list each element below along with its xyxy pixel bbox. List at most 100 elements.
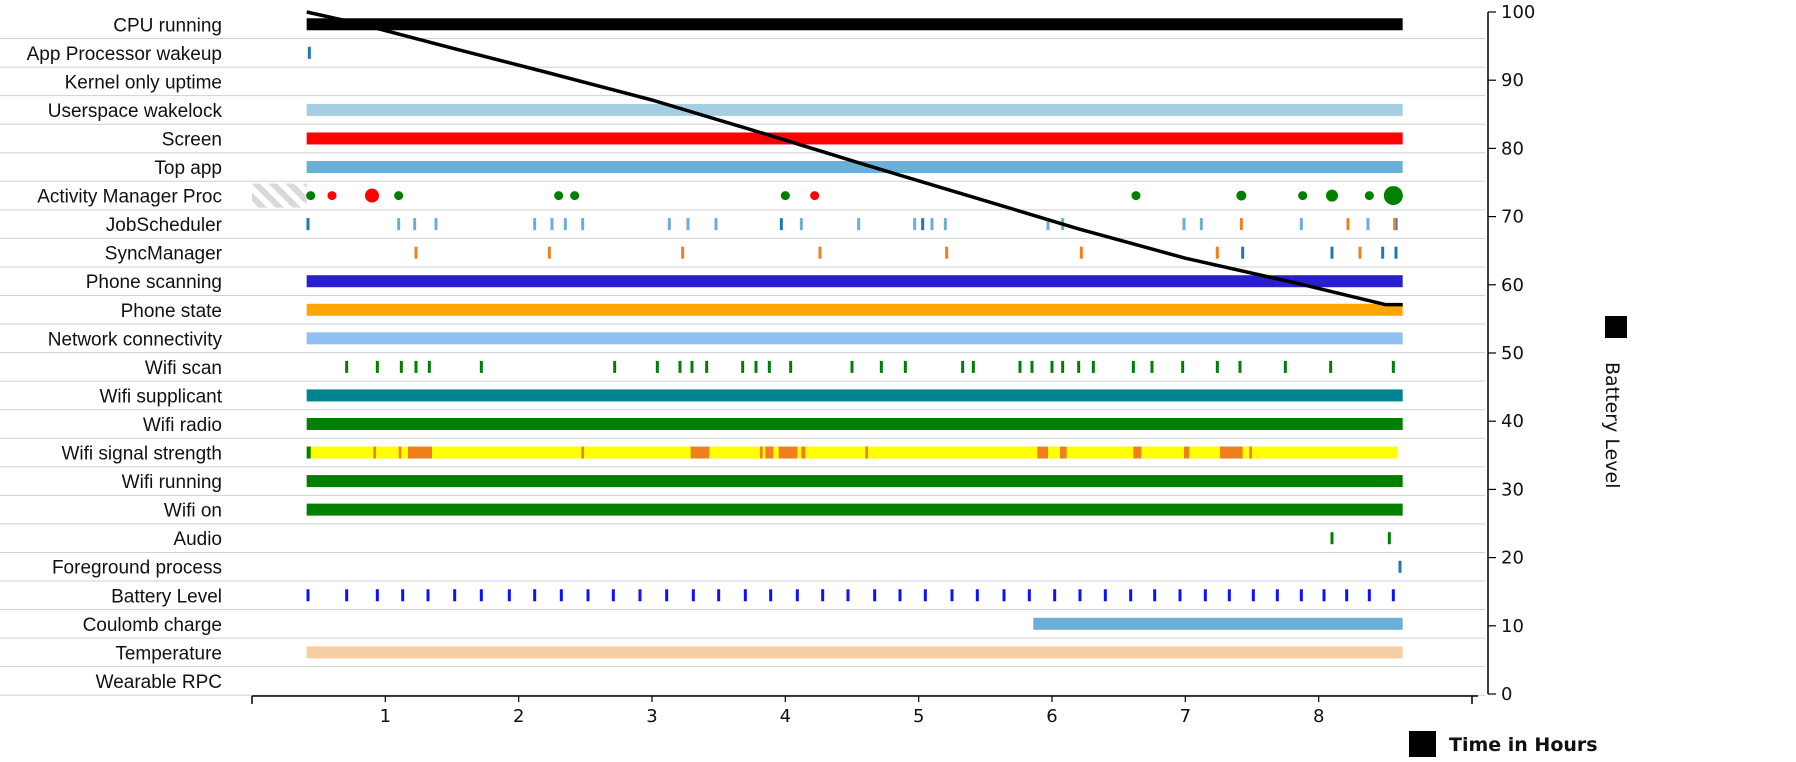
event-tick xyxy=(533,218,537,231)
event-tick xyxy=(1150,360,1154,373)
event-tick xyxy=(1131,360,1135,373)
event-tick xyxy=(1398,560,1402,573)
event-tick xyxy=(667,218,671,231)
event-tick xyxy=(705,360,709,373)
row-label: Foreground process xyxy=(52,558,222,579)
event-tick xyxy=(1329,360,1333,373)
event-tick xyxy=(741,360,745,373)
event-tick xyxy=(903,360,907,373)
signal-segment xyxy=(373,446,376,459)
signal-segment xyxy=(1060,446,1067,459)
timeline-bar xyxy=(306,646,1403,659)
event-tick xyxy=(1061,360,1065,373)
event-tick xyxy=(913,218,917,231)
row-label: Wifi signal strength xyxy=(61,444,222,465)
row-label: Network connectivity xyxy=(48,329,223,350)
event-tick xyxy=(921,218,925,231)
event-tick xyxy=(1345,589,1349,602)
event-tick xyxy=(686,218,690,231)
legend: Battery Level Time in Hours xyxy=(1409,316,1627,757)
event-tick xyxy=(789,360,793,373)
proc-dot xyxy=(810,191,820,201)
timeline-bar xyxy=(306,417,1403,430)
row-label: Kernel only uptime xyxy=(65,72,222,93)
event-tick xyxy=(547,246,551,259)
event-tick xyxy=(306,218,310,231)
event-tick xyxy=(1079,246,1083,259)
event-tick xyxy=(795,589,799,602)
timeline-bar xyxy=(1033,617,1403,630)
event-tick xyxy=(345,360,349,373)
timeline-bar xyxy=(306,275,1403,288)
event-tick xyxy=(1182,218,1186,231)
timeline-bar xyxy=(306,18,1403,31)
signal-segment xyxy=(1133,446,1142,459)
event-tick xyxy=(375,589,379,602)
y-tick-label: 0 xyxy=(1501,684,1512,705)
event-tick xyxy=(581,218,585,231)
y-tick-label: 10 xyxy=(1501,616,1524,637)
event-tick xyxy=(1391,360,1395,373)
event-tick xyxy=(1299,218,1303,231)
event-tick xyxy=(307,46,311,59)
signal-segment xyxy=(778,446,798,459)
event-tick xyxy=(414,360,418,373)
event-tick xyxy=(1181,360,1185,373)
event-tick xyxy=(507,589,511,602)
y-tick-label: 100 xyxy=(1501,2,1535,23)
x-axis-title: Time in Hours xyxy=(1449,734,1598,756)
event-tick xyxy=(971,360,975,373)
y-axis-title: Battery Level xyxy=(1601,362,1623,489)
event-tick xyxy=(1330,246,1334,259)
event-tick xyxy=(799,218,803,231)
event-tick xyxy=(1358,246,1362,259)
timeline-bar xyxy=(306,132,1403,145)
battery-level-legend-swatch xyxy=(1605,316,1627,338)
event-tick xyxy=(943,218,947,231)
proc-dot xyxy=(780,191,790,201)
timeline-bar xyxy=(306,503,1403,516)
row-label: JobScheduler xyxy=(106,215,223,236)
signal-segment xyxy=(801,446,806,459)
timeline-bar xyxy=(306,389,1403,402)
event-tick xyxy=(533,589,537,602)
signal-segment xyxy=(398,446,402,459)
event-tick xyxy=(1251,589,1255,602)
proc-dot xyxy=(1298,191,1308,201)
event-tick xyxy=(399,360,403,373)
y-tick-label: 90 xyxy=(1501,70,1524,91)
x-tick-label: 3 xyxy=(646,706,657,727)
timeline-bar xyxy=(306,161,1403,174)
event-tick xyxy=(1018,360,1022,373)
row-label: Wifi scan xyxy=(145,358,222,379)
timeline-bar xyxy=(306,103,1403,116)
y-tick-label: 80 xyxy=(1501,138,1524,159)
proc-dot xyxy=(1383,186,1403,206)
event-tick xyxy=(923,589,927,602)
x-tick-label: 4 xyxy=(780,706,791,727)
proc-dot xyxy=(554,191,564,201)
event-tick xyxy=(559,589,563,602)
event-tick xyxy=(950,589,954,602)
event-tick xyxy=(898,589,902,602)
event-tick xyxy=(1091,360,1095,373)
event-tick xyxy=(975,589,979,602)
row-label: Coulomb charge xyxy=(83,615,222,636)
event-tick xyxy=(714,218,718,231)
proc-dot xyxy=(1364,191,1374,201)
event-tick xyxy=(846,589,850,602)
x-tick-label: 6 xyxy=(1046,706,1057,727)
timeline-marks xyxy=(252,18,1403,659)
proc-dot xyxy=(394,191,404,201)
hatched-block xyxy=(252,183,307,208)
event-tick xyxy=(1238,360,1242,373)
event-tick xyxy=(453,589,457,602)
event-tick xyxy=(613,360,617,373)
event-tick xyxy=(1178,589,1182,602)
event-tick xyxy=(1050,360,1054,373)
event-tick xyxy=(850,360,854,373)
row-label: App Processor wakeup xyxy=(27,44,222,65)
event-tick xyxy=(401,589,405,602)
row-label: Top app xyxy=(154,158,222,179)
